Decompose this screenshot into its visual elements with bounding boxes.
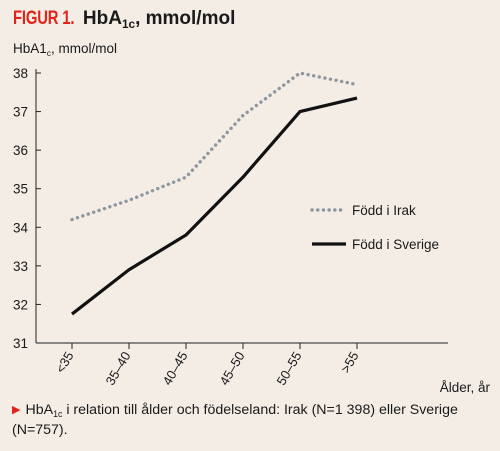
x-tick-label: 40–45: [160, 349, 191, 388]
caption-subscript: 1c: [53, 409, 63, 420]
caption-rest: i relation till ålder och födelseland: I…: [12, 402, 458, 438]
figure-title-text: HbA1c, mmol/mol: [82, 8, 236, 32]
caption-arrow-icon: ▶: [12, 404, 21, 416]
y-tick-label: 38: [13, 66, 28, 81]
x-tick-label: 45–50: [217, 349, 248, 388]
figure-title: FIGUR 1. HbA1c, mmol/mol: [13, 6, 235, 32]
y-tick-label: 32: [13, 297, 28, 312]
series-line-irak: [70, 71, 359, 222]
y-tick-label: 33: [13, 259, 28, 274]
figure-caption: ▶ HbA1c i relation till ålder och födelse…: [12, 400, 492, 440]
y-tick-label: 36: [13, 143, 28, 158]
y-tick-label: 35: [13, 182, 28, 197]
title-rest: , mmol/mol: [135, 8, 236, 29]
line-chart: 31 32 33 34 35 36 37 38 <35 35–40 40–45 45–50 50–55 >…: [13, 66, 491, 395]
y-tick-label: 31: [13, 336, 28, 351]
x-tick-label: <35: [53, 349, 77, 376]
y-unit-rest: , mmol/mol: [50, 41, 117, 56]
series-line-sverige: [71, 96, 358, 316]
y-axis-unit-label: HbA1c, mmol/mol: [13, 41, 117, 58]
y-unit-subscript: c: [46, 47, 51, 58]
legend-label-sverige: Född i Sverige: [352, 237, 439, 252]
title-main: HbA: [82, 8, 122, 29]
y-tick-label: 34: [13, 220, 29, 235]
title-subscript: 1c: [121, 18, 136, 32]
caption-main: HbA: [25, 402, 54, 418]
figure-label: FIGUR 1.: [13, 8, 75, 29]
legend-label-irak: Född i Irak: [352, 203, 416, 218]
y-tick-label: 37: [13, 105, 28, 120]
y-unit-main: HbA1: [13, 41, 47, 56]
x-tick-label: >55: [338, 349, 362, 376]
x-tick-label: 35–40: [103, 349, 134, 388]
x-tick-label: 50–55: [274, 349, 305, 388]
x-axis-label: Ålder, år: [440, 380, 491, 395]
